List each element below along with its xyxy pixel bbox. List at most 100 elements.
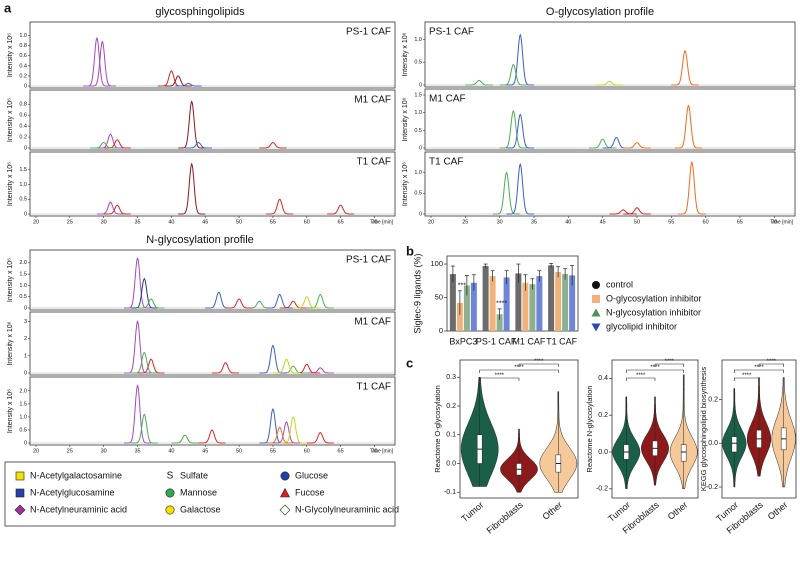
bar <box>569 275 576 331</box>
y-tick-label: 0.5 <box>19 294 27 300</box>
x-tick-label: 50 <box>634 219 640 225</box>
peak <box>306 293 334 309</box>
x-tick-label: 30 <box>497 219 503 225</box>
peak <box>609 209 637 215</box>
x-tick-label: BxPC3 <box>449 336 477 346</box>
x-tick-label: 50 <box>236 448 242 454</box>
y-tick-label: 1.0 <box>19 182 27 188</box>
peak <box>671 49 699 86</box>
y-tick-label: 1.5 <box>19 167 27 173</box>
legend-label: N-glycosylation inhibitor <box>606 307 701 317</box>
y-tick-label: 0.5 <box>414 128 422 134</box>
x-tick-label: 40 <box>565 219 571 225</box>
sample-label: T1 CAF <box>357 382 391 393</box>
y-tick-label: -0.1 <box>444 489 456 496</box>
x-tick-label: 35 <box>134 219 140 225</box>
x-tick-label: 30 <box>101 219 107 225</box>
x-tick-label: 25 <box>67 448 73 454</box>
legend-label: N-Acetylglucosamine <box>30 487 115 497</box>
y-axis-label: Intensity x 10⁶ <box>7 162 14 206</box>
bar <box>503 277 510 331</box>
peak <box>184 141 212 149</box>
y-axis-label: KEGG glycosphingolipid biosynthesis <box>699 367 708 491</box>
x-tick-label: 65 <box>338 219 344 225</box>
peak <box>212 362 240 374</box>
significance: **** <box>496 301 507 308</box>
y-tick-label: 0.5 <box>19 197 27 203</box>
x-tick-label: Tumor <box>606 500 632 524</box>
x-tick-label: 65 <box>338 448 344 454</box>
peak <box>96 133 124 149</box>
x-axis-label: Time [min] <box>370 448 394 454</box>
subplot-frame <box>29 89 396 151</box>
y-tick-label: 0.6 <box>19 53 27 59</box>
legend-symbol <box>280 487 290 498</box>
x-tick-label: Other <box>540 500 564 522</box>
y-tick-label: 0 <box>419 145 422 151</box>
y-axis-label: Reactome O-glycosylation <box>433 385 442 473</box>
peak <box>499 63 528 86</box>
bar <box>456 302 463 331</box>
subplot-frame <box>29 376 396 446</box>
peak <box>465 79 493 86</box>
significance-bracket <box>479 377 520 381</box>
y-axis-label: Intensity x 10⁶ <box>7 258 14 302</box>
bar <box>562 274 569 331</box>
peak <box>266 198 294 215</box>
peak <box>266 293 294 309</box>
plot-frame <box>446 255 579 332</box>
subplot-frame <box>424 151 796 217</box>
x-tick-label: T1 CAF <box>546 336 578 346</box>
y-tick-label: 0.4 <box>598 375 608 382</box>
peak <box>259 141 287 149</box>
y-tick-label: 0.5 <box>414 60 422 66</box>
significance: **** <box>665 359 675 365</box>
box <box>680 444 687 462</box>
bar <box>536 276 543 331</box>
peak <box>103 139 131 149</box>
peak <box>588 138 617 149</box>
x-tick-label: 55 <box>668 219 674 225</box>
legend-symbol: S <box>167 471 174 482</box>
significance-bracket <box>654 363 684 367</box>
y-tick-label: -0.2 <box>596 486 608 493</box>
bar <box>449 274 456 331</box>
x-tick-label: 60 <box>304 219 310 225</box>
peak <box>83 36 111 87</box>
y-tick-label: 3 <box>24 319 27 325</box>
bar <box>482 266 489 331</box>
legend-symbol <box>165 488 175 498</box>
sample-label: PS-1 CAF <box>346 255 391 266</box>
legend-marker <box>592 281 600 289</box>
y-tick-label: 100 <box>430 259 443 268</box>
peak <box>327 204 355 215</box>
y-tick-label: 0 <box>24 145 27 151</box>
y-tick-label: 0 <box>24 305 27 311</box>
x-tick-label: 60 <box>703 219 709 225</box>
y-tick-label: 0.0 <box>598 449 608 456</box>
y-axis-label: Intensity x 10⁶ <box>7 33 14 77</box>
significance-bracket <box>626 369 684 373</box>
legend-symbol <box>15 471 25 481</box>
bar <box>548 265 555 331</box>
legend-label: N-Acetylgalactosamine <box>30 470 122 480</box>
x-tick-label: 30 <box>101 448 107 454</box>
x-tick-label: Tumor <box>459 500 485 524</box>
peak <box>245 300 273 309</box>
legend-label: Glucose <box>295 470 328 480</box>
y-tick-label: 0.2 <box>19 135 27 141</box>
x-tick-label: 35 <box>531 219 537 225</box>
box <box>731 436 738 453</box>
plot-frame <box>459 359 579 499</box>
peak <box>293 296 321 309</box>
x-axis-label: Time [min] <box>770 219 794 225</box>
x-tick-label: PS-1 CAF <box>476 336 517 346</box>
peak <box>492 171 521 215</box>
y-tick-label: 2.0 <box>19 388 27 394</box>
bar <box>470 282 477 331</box>
peak <box>124 257 152 309</box>
sample-label: M1 CAF <box>354 317 391 328</box>
peak <box>674 104 703 149</box>
x-tick-label: 70 <box>371 219 377 225</box>
subplot-frame <box>29 21 396 89</box>
